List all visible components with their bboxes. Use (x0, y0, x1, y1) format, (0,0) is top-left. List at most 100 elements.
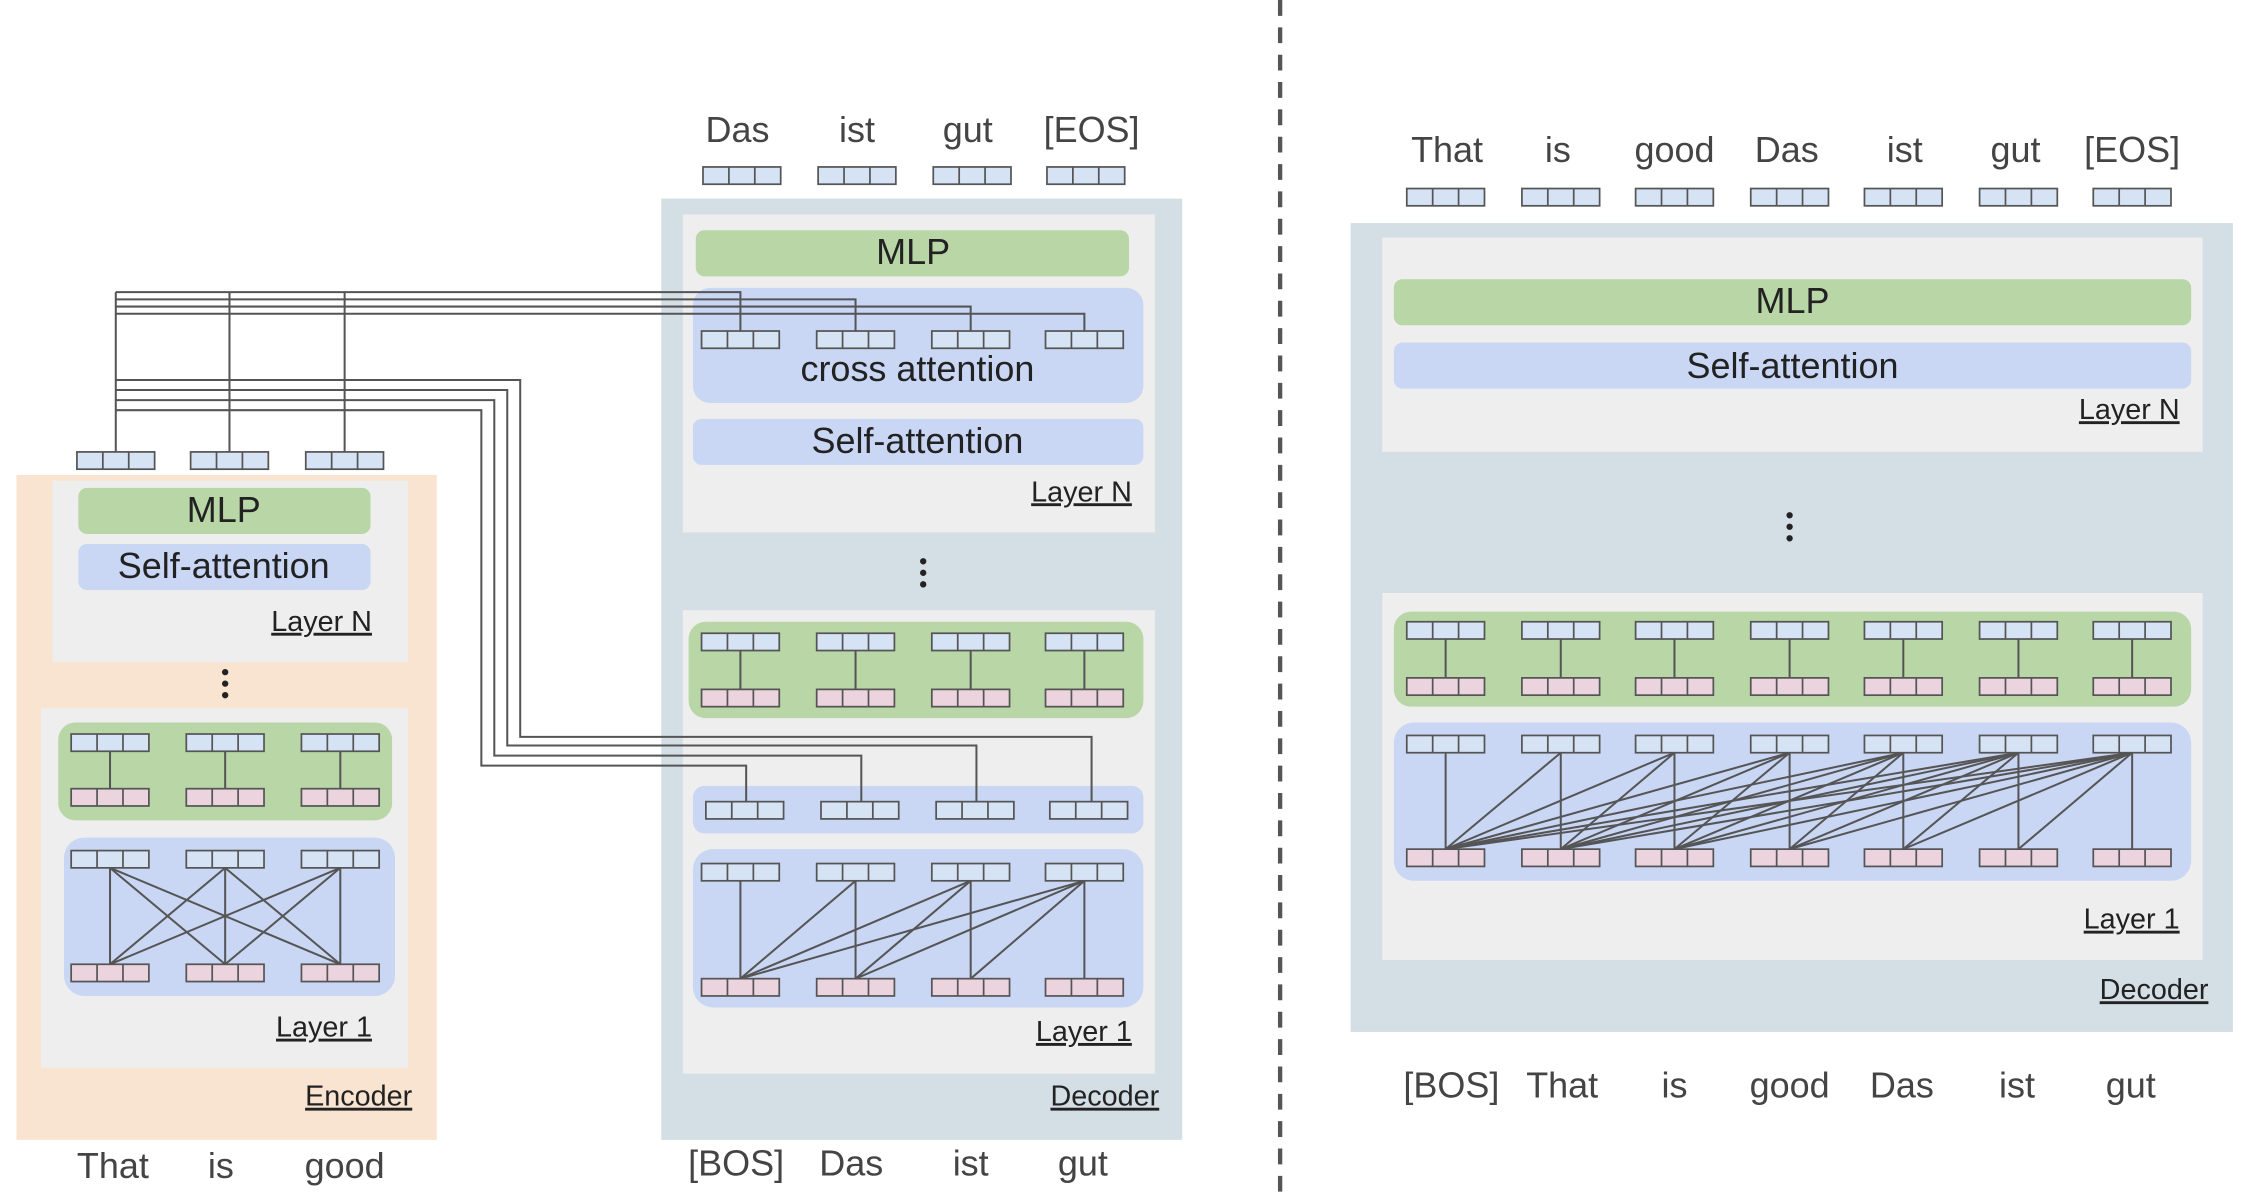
embedding (705, 800, 785, 820)
embedding (1405, 187, 1486, 207)
self-attention-block (1393, 342, 2192, 389)
embedding (1749, 620, 1830, 640)
input-token: good (1750, 1065, 1830, 1106)
embedding (1863, 620, 1944, 640)
embedding-pink (1405, 677, 1486, 697)
vector-box (1634, 620, 1715, 640)
input-token: Das (1870, 1065, 1934, 1106)
embedding (700, 862, 781, 882)
vector-box (1978, 734, 2059, 754)
output-token: ist (1887, 129, 1923, 170)
embedding (1863, 734, 1944, 754)
wire (115, 312, 1086, 332)
embedding (76, 451, 156, 471)
embedding-pink (1521, 677, 1601, 697)
vector-box (930, 330, 1011, 350)
vector-box (300, 849, 381, 869)
embedding (820, 800, 900, 820)
wire (1445, 751, 2019, 851)
vector-box (700, 977, 781, 997)
ellipsis-dot (1786, 535, 1793, 542)
embedding (1521, 734, 1601, 754)
vector-box (1405, 187, 1486, 207)
cross-attention-block (692, 287, 1144, 403)
vector-box (815, 330, 896, 350)
embedding-pink (2092, 677, 2172, 697)
embedding (1044, 330, 1125, 350)
embedding (815, 330, 896, 350)
input-token: good (305, 1145, 385, 1186)
vector-box (1634, 677, 1715, 697)
vector-box (1405, 848, 1486, 868)
wire (115, 378, 1093, 802)
output-token: Das (706, 109, 770, 150)
embedding (1044, 862, 1125, 882)
embedding (1863, 187, 1944, 207)
embedding-pink (1521, 848, 1601, 868)
vector-box (1749, 734, 1830, 754)
embedding-pink (1863, 677, 1944, 697)
embedding (1044, 632, 1125, 652)
vector-box (2092, 187, 2172, 207)
vector-box (1863, 620, 1944, 640)
output-token: good (1634, 129, 1714, 170)
embedding (1405, 620, 1486, 640)
mlp-block (695, 230, 1129, 277)
self-attention-block (692, 418, 1144, 465)
embedding (70, 733, 150, 753)
wire (740, 879, 972, 980)
mlp-block (78, 487, 371, 534)
input-token: ist (1999, 1065, 2035, 1106)
vector-box (1978, 848, 2059, 868)
vector-box (1863, 187, 1944, 207)
embedding-pink (1044, 977, 1125, 997)
wire (1444, 751, 1562, 850)
mlp-label: MLP (1756, 280, 1830, 321)
input-token: [BOS] (1403, 1065, 1499, 1106)
embedding-pink (1044, 688, 1125, 708)
input-token: gut (2106, 1065, 2156, 1106)
vector-box (1978, 620, 2059, 640)
wire (1789, 751, 2133, 851)
embedding-pink (70, 963, 150, 983)
embedding-pink (1634, 848, 1715, 868)
embedding-pink (1978, 677, 2059, 697)
self-attention-label: Self-attention (811, 420, 1023, 461)
vector-box (705, 800, 785, 820)
wire (1674, 751, 2133, 851)
embedding (185, 849, 265, 869)
vector-box (1044, 977, 1125, 997)
embedding (1405, 734, 1486, 754)
ellipsis-dot (221, 668, 229, 676)
input-token: [BOS] (688, 1142, 784, 1183)
embedding (1521, 620, 1601, 640)
embedding-pink (1749, 848, 1830, 868)
vector-box (70, 787, 150, 807)
embedding (1634, 187, 1715, 207)
embedding (700, 632, 781, 652)
embedding-pink (1749, 677, 1830, 697)
cross-attention-block (692, 785, 1144, 834)
vector-box (2092, 620, 2172, 640)
input-token: Das (819, 1142, 883, 1183)
vector-box (1521, 187, 1601, 207)
vector-box (930, 688, 1011, 708)
wire (115, 291, 742, 332)
vector-box (2092, 677, 2172, 697)
vector-box (1044, 632, 1125, 652)
embedding (1521, 187, 1601, 207)
embedding-pink (1978, 848, 2059, 868)
embedding-pink (815, 688, 896, 708)
embedding (2092, 620, 2172, 640)
embedding (1046, 166, 1126, 186)
vector-box (702, 166, 782, 186)
input-token: is (208, 1145, 234, 1186)
layer-label: Layer 1 (1036, 1016, 1132, 1048)
embedding (70, 849, 150, 869)
input-token: That (1526, 1065, 1598, 1106)
input-token: ist (953, 1142, 989, 1183)
embedding-pink (185, 787, 265, 807)
layer-label: Layer N (1031, 476, 1132, 508)
vector-box (1044, 688, 1125, 708)
